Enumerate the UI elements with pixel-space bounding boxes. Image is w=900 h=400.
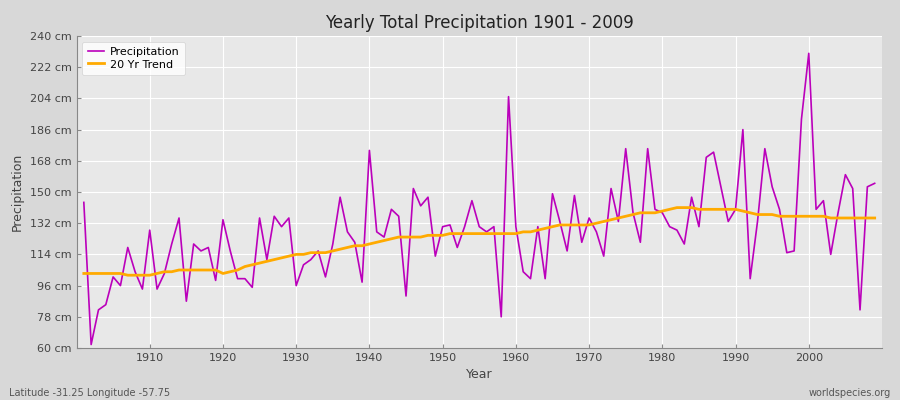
Precipitation [518, 269, 528, 274]
X-axis label: Year: Year [466, 368, 492, 382]
Text: Latitude -31.25 Longitude -57.75: Latitude -31.25 Longitude -57.75 [9, 388, 170, 398]
20 Yr Trend [671, 205, 682, 210]
Line: 20 Yr Trend: 20 Yr Trend [84, 208, 875, 275]
Line: Precipitation: Precipitation [84, 53, 875, 344]
Precipitation [510, 224, 521, 229]
Precipitation [78, 200, 89, 205]
Text: worldspecies.org: worldspecies.org [809, 388, 891, 398]
20 Yr Trend [606, 217, 616, 222]
20 Yr Trend [518, 230, 528, 234]
20 Yr Trend [78, 271, 89, 276]
Precipitation [86, 342, 96, 347]
Precipitation [869, 181, 880, 186]
Precipitation [305, 257, 316, 262]
Precipitation [144, 228, 155, 232]
Precipitation [349, 240, 360, 245]
Title: Yearly Total Precipitation 1901 - 2009: Yearly Total Precipitation 1901 - 2009 [325, 14, 634, 32]
20 Yr Trend [122, 273, 133, 278]
Legend: Precipitation, 20 Yr Trend: Precipitation, 20 Yr Trend [82, 42, 185, 75]
20 Yr Trend [349, 243, 360, 248]
Precipitation [804, 51, 814, 56]
20 Yr Trend [144, 273, 155, 278]
20 Yr Trend [305, 250, 316, 255]
Y-axis label: Precipitation: Precipitation [11, 153, 24, 231]
20 Yr Trend [869, 216, 880, 220]
20 Yr Trend [510, 231, 521, 236]
Precipitation [606, 186, 616, 191]
